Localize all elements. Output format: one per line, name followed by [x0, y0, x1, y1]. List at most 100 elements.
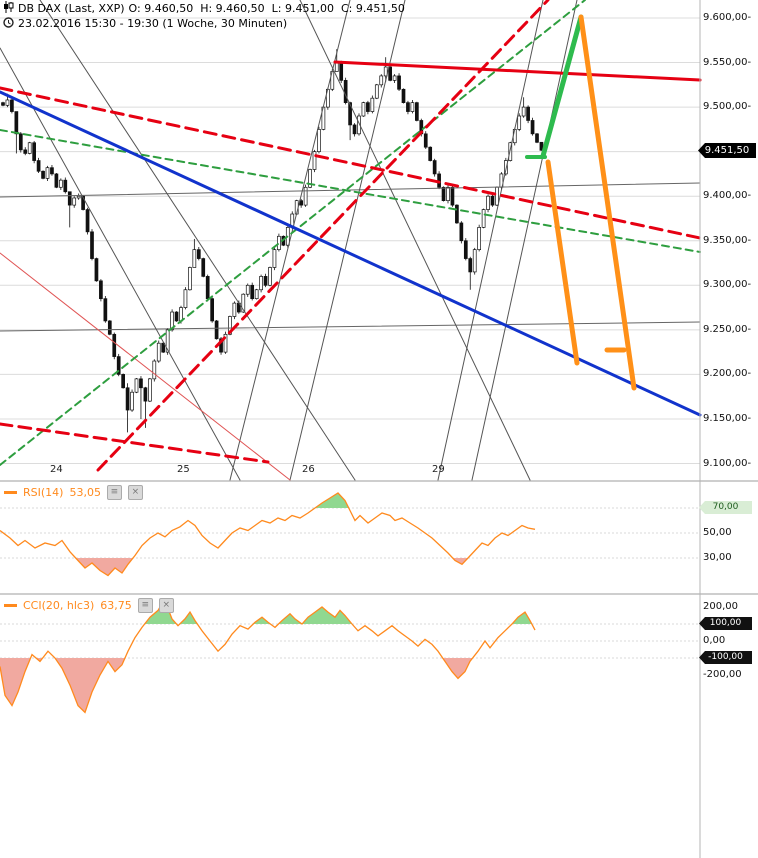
candle-body [463, 240, 468, 259]
candle-body [210, 298, 214, 322]
candle-body [50, 167, 54, 175]
gray-desc-2[interactable] [39, 0, 356, 481]
candle-body [192, 249, 197, 268]
candle-body [339, 62, 344, 81]
candle-body [388, 66, 392, 81]
candle-body [517, 115, 522, 130]
candle-body [477, 227, 481, 251]
rsi-zone-fill [452, 558, 468, 565]
candle-body [188, 267, 192, 291]
orange-projection-2[interactable] [545, 159, 580, 366]
cci-zone-fill [179, 612, 198, 624]
rsi-settings-button[interactable]: ≡ [106, 485, 122, 500]
candle-body [214, 320, 219, 340]
candle-body [205, 276, 210, 300]
candle-body [27, 142, 32, 154]
drawings-layer [0, 0, 702, 481]
candle-body [312, 151, 317, 170]
red-dashed-low[interactable] [0, 422, 270, 464]
gray-steep-up-4[interactable] [471, 0, 578, 481]
rsi-line [0, 492, 536, 577]
candle-body [103, 298, 108, 322]
candle-body [504, 160, 508, 175]
cci-line [0, 602, 536, 714]
candle-body [446, 186, 450, 202]
candle-body [85, 209, 90, 233]
red-dashed-up[interactable] [96, 0, 550, 472]
price-gridlines [0, 17, 700, 464]
legend-timeframe-row: 23.02.2016 15:30 - 19:30 (1 Woche, 30 Mi… [3, 16, 405, 31]
cci-close-button[interactable]: × [158, 598, 174, 613]
candle-body [245, 284, 250, 295]
cci-label: CCI(20, hlc3) [23, 599, 95, 612]
candle-body [201, 258, 206, 277]
cci-zone-fill [512, 612, 532, 624]
gray-steep-up-1[interactable] [229, 0, 351, 481]
candlestick-icon [3, 1, 14, 16]
rsi-label: RSI(14) [23, 486, 64, 499]
cci-header: CCI(20, hlc3) 63,75 ≡ × [4, 598, 174, 613]
clock-icon [3, 16, 14, 31]
thin-red-desc[interactable] [0, 252, 291, 481]
gray-steep-up-3[interactable] [437, 0, 544, 481]
candle-body [530, 120, 535, 135]
green-dashed-resist[interactable] [0, 129, 701, 253]
gray-desc-1[interactable] [0, 47, 241, 481]
candle-body [481, 209, 486, 228]
candle-body [423, 133, 428, 148]
gray-desc-3[interactable] [299, 0, 531, 481]
green-dashed-support[interactable] [0, 0, 586, 466]
candle-body [14, 111, 19, 135]
candle-body [58, 179, 63, 188]
last-price-tag: 9.451,50 [698, 143, 756, 158]
candle-body [303, 186, 308, 206]
candle-body [379, 75, 384, 86]
candle-body [241, 293, 246, 313]
red-dashed-down[interactable] [0, 86, 702, 240]
candle-body [23, 149, 28, 154]
candle-body [415, 102, 419, 121]
candle-body [410, 102, 415, 112]
candle-body [219, 338, 223, 353]
candle-body [54, 173, 59, 188]
candle-body [352, 124, 357, 135]
candle-body [268, 267, 272, 286]
rsi-value: 53,05 [69, 486, 101, 499]
candle-body [357, 115, 361, 135]
rsi-close-button[interactable]: × [127, 485, 143, 500]
candle-body [63, 179, 68, 193]
candle-body [228, 316, 232, 335]
candle-body [392, 75, 397, 81]
timeframe-label: 23.02.2016 15:30 - 19:30 (1 Woche, 30 Mi… [18, 17, 288, 30]
candle-body [72, 197, 77, 206]
cci-settings-button[interactable]: ≡ [137, 598, 153, 613]
green-projection-up[interactable] [540, 14, 584, 159]
candle-body [121, 374, 126, 389]
candle-body [32, 142, 37, 161]
candle-body [383, 66, 388, 77]
rsi-zone-fill [315, 493, 349, 508]
orange-projection-1[interactable] [578, 14, 637, 391]
candle-body [161, 342, 166, 353]
candle-body [472, 249, 477, 273]
blue-downtrend[interactable] [0, 90, 702, 417]
candle-body [308, 169, 312, 188]
candle-body [535, 133, 539, 143]
candle-body [76, 195, 81, 199]
candle-body [196, 249, 201, 259]
candle-body [174, 311, 179, 322]
candle-body [468, 258, 473, 273]
candle-body [81, 195, 85, 210]
candle-body [521, 106, 526, 117]
red-resistance[interactable] [333, 60, 702, 82]
gray-steep-up-2[interactable] [289, 0, 406, 481]
candle-body [107, 320, 112, 335]
candle-body [94, 258, 99, 282]
candle-body [401, 88, 406, 103]
candle-body [90, 231, 94, 259]
candle-body [317, 129, 321, 152]
gray-trend-h2[interactable] [0, 321, 701, 332]
candle-body [459, 222, 464, 242]
candle-body [112, 333, 117, 357]
